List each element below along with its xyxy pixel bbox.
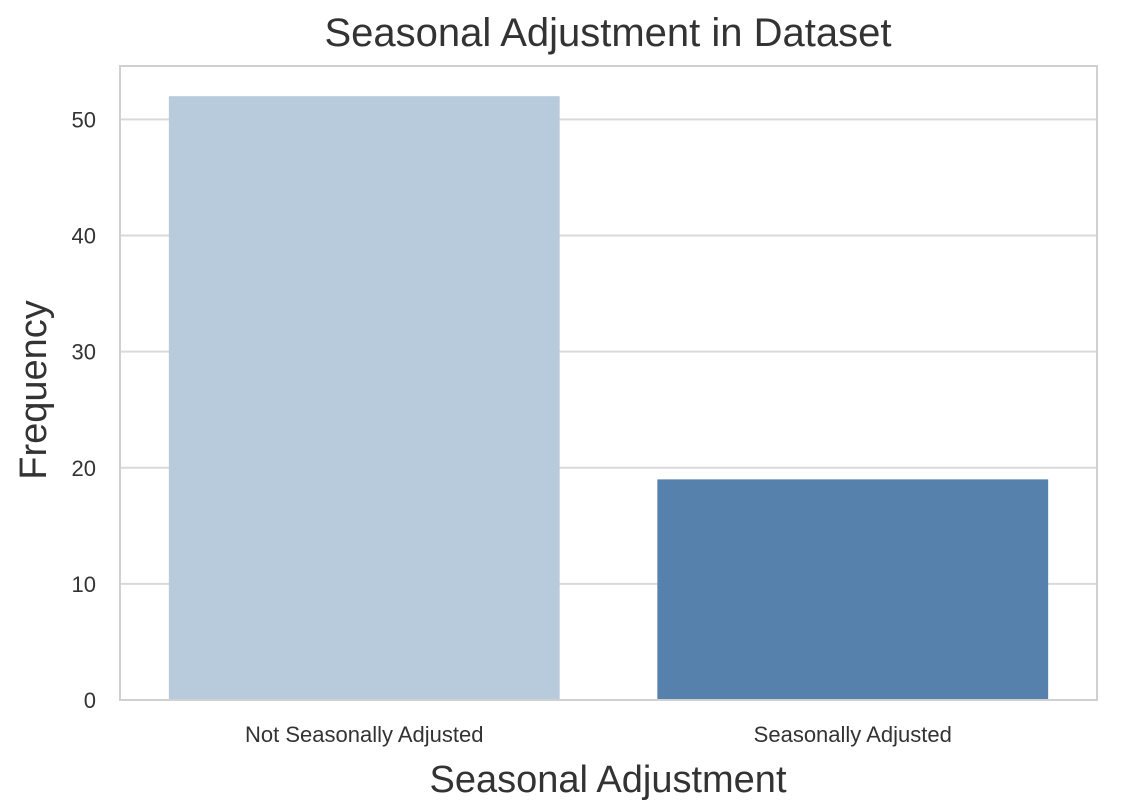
chart-title: Seasonal Adjustment in Dataset <box>324 11 891 55</box>
y-tick-label: 30 <box>72 340 96 365</box>
x-axis-label: Seasonal Adjustment <box>429 759 786 801</box>
plot-frame <box>119 65 1098 701</box>
bars <box>168 96 1049 700</box>
y-tick-label: 40 <box>72 224 96 249</box>
x-tick-labels: Not Seasonally Adjusted Seasonally Adjust… <box>245 722 952 747</box>
bar-seasonally-adjusted <box>657 479 1049 700</box>
bar-not-seasonally-adjusted <box>168 96 560 700</box>
y-tick-label: 0 <box>84 688 96 713</box>
x-tick-label: Not Seasonally Adjusted <box>245 722 484 747</box>
y-tick-label: 50 <box>72 107 96 132</box>
y-tick-label: 20 <box>72 456 96 481</box>
x-tick-label: Seasonally Adjusted <box>754 722 952 747</box>
y-axis-label: Frequency <box>13 300 55 480</box>
y-tick-label: 10 <box>72 572 96 597</box>
y-tick-labels: 0 10 20 30 40 50 <box>72 107 96 713</box>
